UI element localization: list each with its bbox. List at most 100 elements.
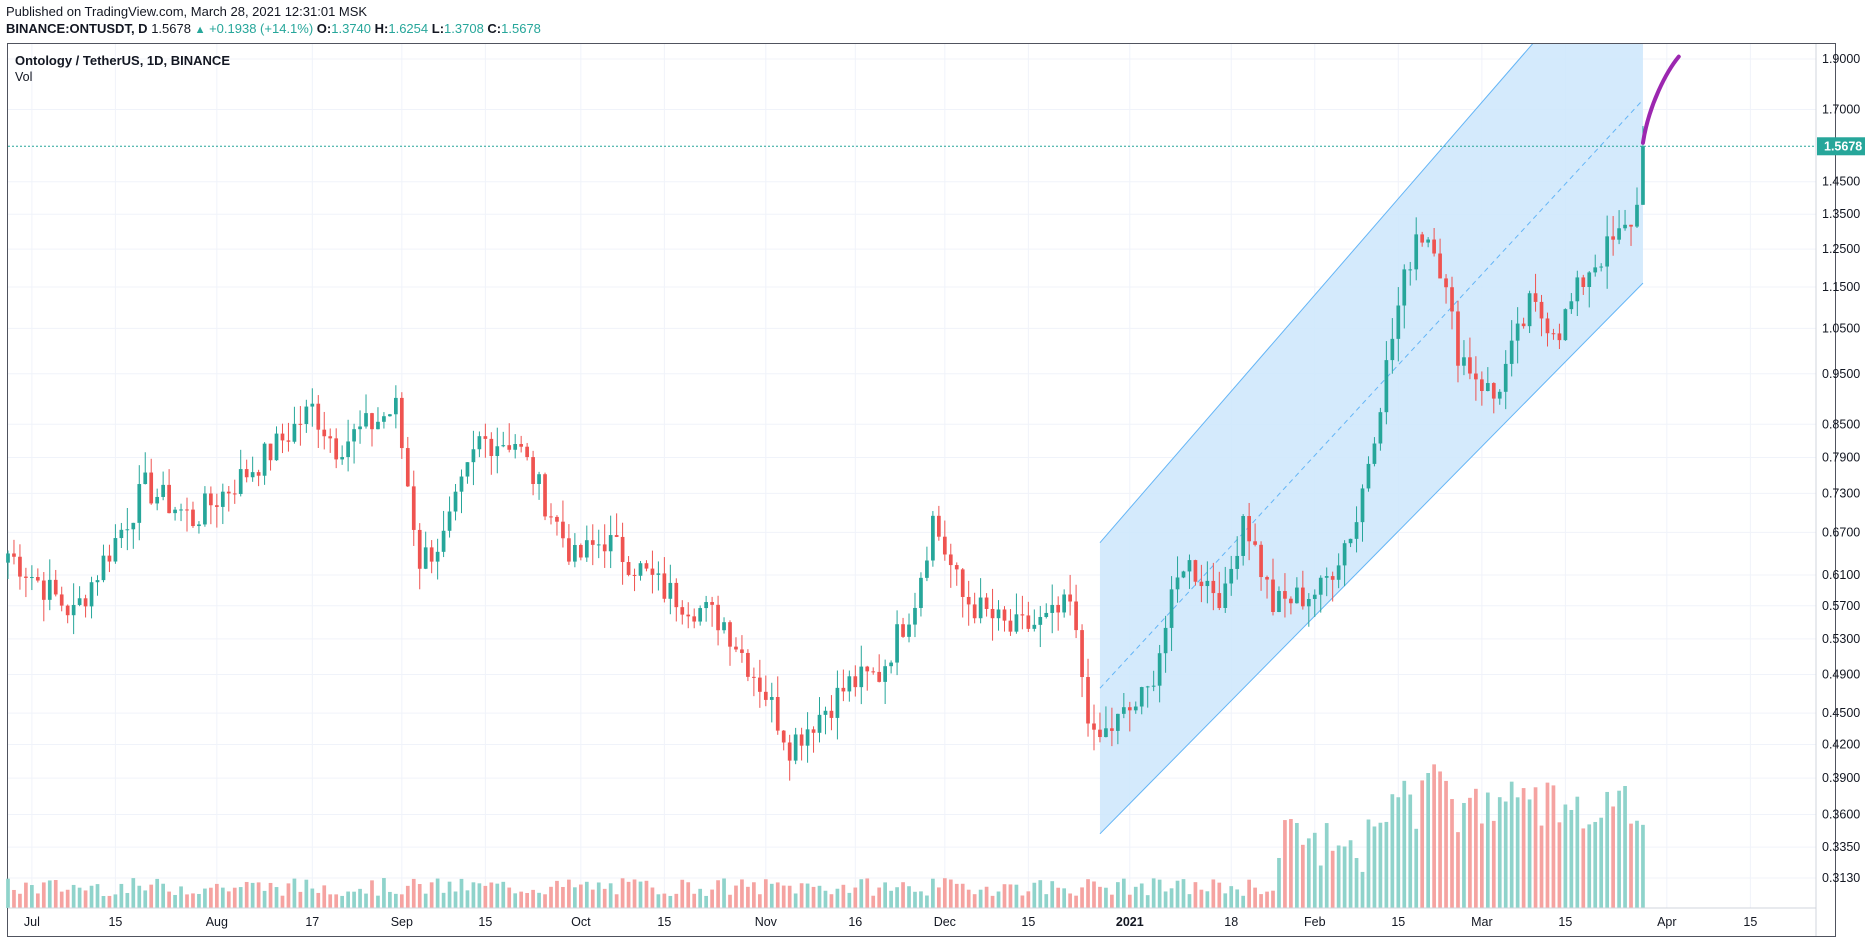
volume-bar [626, 881, 631, 908]
candle-body [24, 576, 28, 578]
volume-bar [1641, 824, 1645, 908]
volume-bar [805, 883, 810, 908]
candle-body [286, 440, 291, 442]
volume-bar [465, 890, 470, 908]
volume-bar [1151, 878, 1156, 908]
candle-body [1074, 601, 1078, 631]
volume-bar [292, 878, 297, 908]
candle-body [1002, 609, 1007, 621]
volume-bar [1306, 838, 1311, 908]
time-tick-label: 15 [1743, 915, 1757, 929]
candle-body [1050, 604, 1055, 613]
candle-body [698, 608, 703, 622]
candle-body [1318, 577, 1323, 595]
volume-bar [441, 892, 446, 908]
candle-body [1247, 516, 1251, 542]
candle-body [328, 436, 333, 439]
candle-body [1265, 577, 1269, 580]
volume-bar [1217, 882, 1222, 908]
candle-body [89, 582, 94, 607]
volume-bar [525, 892, 529, 908]
candle-body [370, 413, 374, 430]
price-tick-label: 1.0500 [1822, 321, 1860, 335]
volume-bar [686, 882, 691, 908]
projection-path [1640, 54, 1681, 145]
candle-body [173, 509, 177, 514]
volume-bar [1605, 791, 1610, 908]
volume-bar [1390, 794, 1395, 908]
candle-body [1533, 293, 1538, 302]
candle-body [889, 662, 893, 667]
candle-body [877, 671, 882, 682]
price-tick-label: 0.6100 [1822, 568, 1860, 582]
volume-bar [376, 895, 380, 908]
candle-body [752, 676, 756, 678]
volume-bar [555, 880, 559, 908]
candle-body [1497, 391, 1502, 399]
high-label: H: [374, 21, 389, 36]
candle-body [107, 555, 112, 562]
candle-body [656, 573, 661, 575]
volume-bar [1545, 782, 1550, 908]
candle-body [119, 529, 124, 539]
candle-body [1199, 581, 1204, 587]
candle-body [632, 574, 637, 576]
candle-body [1450, 287, 1454, 312]
candle-body [364, 413, 368, 427]
candle-body [1289, 598, 1293, 604]
candle-body [1169, 589, 1174, 628]
volume-bar [650, 887, 655, 908]
candle-body [477, 436, 482, 450]
candle-body [71, 604, 76, 616]
last-price-tag [1817, 137, 1865, 156]
candle-body [573, 544, 577, 562]
volume-bar [1551, 785, 1556, 908]
volume-bar [411, 878, 416, 908]
candle-body [131, 522, 136, 530]
candle-body [1360, 488, 1365, 523]
candle-body [1402, 269, 1407, 306]
candle-body [399, 397, 404, 449]
low-value: 1.3708 [444, 21, 484, 36]
candle-body [871, 671, 876, 673]
volume-bar [453, 891, 458, 908]
volume-bar [1175, 880, 1180, 908]
candle-body [1175, 577, 1180, 590]
volume-bar [1414, 828, 1419, 908]
candle-body [1521, 323, 1526, 327]
candle-body [268, 443, 273, 461]
volume-bar [1121, 878, 1126, 908]
volume-bar [1384, 821, 1389, 908]
volume-bar [179, 886, 183, 908]
volume-bar [107, 895, 112, 908]
candle-body [519, 444, 524, 447]
projection-curve [1640, 54, 1681, 145]
candle-body [1253, 541, 1257, 545]
volume-bar [913, 891, 917, 908]
candle-body [1080, 630, 1084, 678]
volume-bar [865, 878, 870, 908]
volume-bar [584, 881, 589, 908]
candle-body [1139, 687, 1144, 707]
volume-bar [35, 893, 40, 908]
candle-body [549, 516, 553, 518]
volume-bar [1300, 844, 1305, 908]
volume-bar [931, 878, 935, 908]
candle-body [1205, 580, 1210, 587]
volume-bar [447, 881, 452, 908]
volume-bar [1629, 823, 1633, 908]
candle-body [1259, 544, 1263, 578]
volume-bar [752, 882, 756, 908]
candle-body [1605, 236, 1610, 267]
volume-bar [1378, 822, 1383, 908]
volume-bar [1569, 809, 1574, 908]
volume-bar [638, 881, 643, 908]
volume-bar [238, 887, 243, 908]
candle-body [179, 509, 183, 511]
candle-body [596, 544, 601, 546]
volume-bar [41, 882, 46, 908]
price-tick-label: 0.4900 [1822, 667, 1860, 681]
volume-bar [256, 882, 261, 908]
candle-body [405, 448, 410, 487]
